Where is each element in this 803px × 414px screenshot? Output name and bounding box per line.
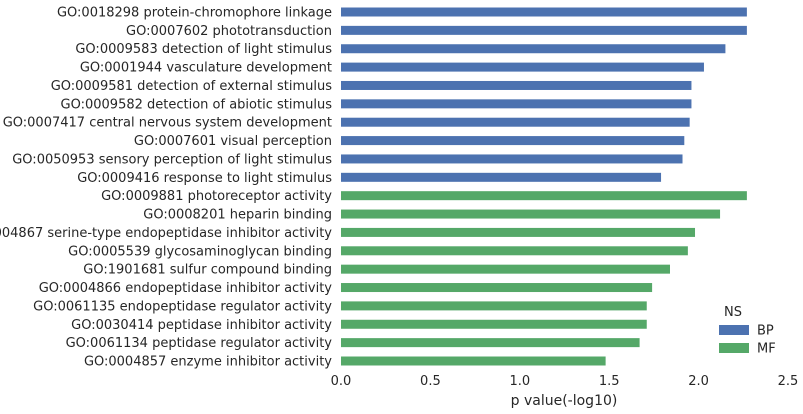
legend: NS BP MF	[719, 305, 776, 357]
category-label-19: GO:0061134 peptidase regulator activity	[66, 336, 333, 351]
bar-13	[341, 227, 696, 237]
legend-swatch-bp	[719, 325, 749, 335]
legend-swatch-mf	[719, 343, 749, 353]
x-tick-label-6: 2.5	[778, 374, 799, 389]
bar-17	[341, 301, 647, 311]
category-label-4: GO:0001944 vasculature development	[80, 61, 332, 76]
category-label-14: GO:0005539 glycosaminoglycan binding	[68, 244, 332, 259]
category-label-7: GO:0007417 central nervous system develo…	[3, 116, 332, 131]
legend-entries: BP MF	[719, 324, 776, 357]
x-tick-label-1: 0.0	[331, 374, 352, 389]
bar-15	[341, 264, 670, 274]
bar-6	[341, 99, 692, 109]
x-tick-label-5: 2.0	[688, 374, 709, 389]
category-label-6: GO:0009582 detection of abiotic stimulus	[61, 97, 333, 112]
category-label-2: GO:0007602 phototransduction	[126, 24, 332, 39]
bar-10	[341, 172, 662, 182]
category-label-11: GO:0009881 photoreceptor activity	[101, 189, 332, 204]
bar-5	[341, 80, 692, 90]
x-axis-title: p value(-log10)	[511, 393, 618, 409]
category-label-10: GO:0009416 response to light stimulus	[77, 171, 332, 186]
category-label-15: GO:1901681 sulfur compound binding	[83, 263, 332, 278]
bar-1	[341, 7, 747, 17]
x-tick-label-2: 0.5	[420, 374, 441, 389]
bar-4	[341, 62, 704, 72]
bar-18	[341, 319, 647, 329]
bar-16	[341, 283, 653, 293]
category-label-8: GO:0007601 visual perception	[134, 134, 332, 149]
x-tick-label-4: 1.5	[599, 374, 620, 389]
category-label-9: GO:0050953 sensory perception of light s…	[12, 152, 332, 167]
bar-3	[341, 44, 726, 54]
category-label-13: GO:0004867 serine-type endopeptidase inh…	[0, 226, 332, 241]
legend-title: NS	[724, 305, 742, 320]
bar-2	[341, 25, 747, 35]
category-label-18: GO:0030414 peptidase inhibitor activity	[71, 318, 332, 333]
bars-layer	[341, 7, 747, 366]
x-tick-label-3: 1.0	[509, 374, 530, 389]
bar-20	[341, 356, 606, 366]
category-label-16: GO:0004866 endopeptidase inhibitor activ…	[39, 281, 333, 296]
bar-8	[341, 136, 685, 146]
category-labels: GO:0018298 protein-chromophore linkage GO…	[0, 6, 332, 370]
category-label-20: GO:0004857 enzyme inhibitor activity	[84, 355, 332, 370]
category-label-17: GO:0061135 endopeptidase regulator activ…	[33, 299, 332, 314]
category-label-12: GO:0008201 heparin binding	[143, 208, 332, 223]
bar-11	[341, 191, 747, 201]
category-label-3: GO:0009583 detection of light stimulus	[75, 42, 332, 57]
legend-label-bp: BP	[757, 324, 774, 339]
bar-9	[341, 154, 683, 164]
bar-7	[341, 117, 690, 127]
bar-14	[341, 246, 688, 256]
legend-label-mf: MF	[757, 342, 776, 357]
bar-12	[341, 209, 721, 219]
bar-19	[341, 338, 640, 348]
x-axis-ticks: 0.0 0.5 1.0 1.5 2.0 2.5	[331, 374, 799, 389]
category-label-5: GO:0009581 detection of external stimulu…	[51, 79, 333, 94]
category-label-1: GO:0018298 protein-chromophore linkage	[57, 6, 332, 21]
